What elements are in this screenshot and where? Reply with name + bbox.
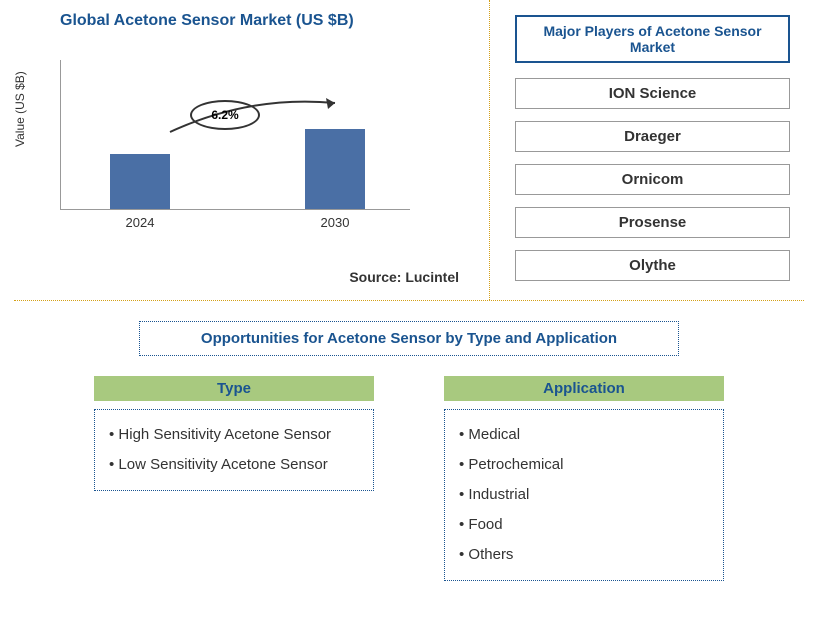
players-title: Major Players of Acetone Sensor Market (515, 15, 790, 63)
opportunity-list-item: Low Sensitivity Acetone Sensor (109, 450, 359, 480)
bar-chart: Value (US $B) 2024 2030 6.2% (40, 60, 470, 240)
opportunity-list-item: Medical (459, 420, 709, 450)
bar-2030 (305, 129, 365, 209)
bar-label-2024: 2024 (110, 215, 170, 230)
opportunity-column: Type High Sensitivity Acetone SensorLow S… (94, 376, 374, 581)
growth-rate-value: 6.2% (211, 108, 238, 122)
opportunity-list: High Sensitivity Acetone SensorLow Sensi… (94, 409, 374, 491)
players-list: ION Science Draeger Ornicom Prosense Olythe (515, 78, 790, 281)
opportunities-section: Opportunities for Acetone Sensor by Type… (0, 301, 818, 601)
opportunities-title: Opportunities for Acetone Sensor by Type… (139, 321, 679, 356)
player-item: Draeger (515, 121, 790, 152)
opportunity-list-item: Food (459, 510, 709, 540)
opportunity-list-item: Petrochemical (459, 450, 709, 480)
opportunity-list-item: High Sensitivity Acetone Sensor (109, 420, 359, 450)
player-item: Ornicom (515, 164, 790, 195)
x-axis (60, 209, 410, 210)
opportunity-header: Type (94, 376, 374, 401)
infographic-container: Global Acetone Sensor Market (US $B) Val… (0, 0, 818, 617)
source-text: Source: Lucintel (349, 269, 459, 285)
player-item: ION Science (515, 78, 790, 109)
chart-title: Global Acetone Sensor Market (US $B) (0, 0, 489, 30)
top-row: Global Acetone Sensor Market (US $B) Val… (0, 0, 818, 300)
chart-panel: Global Acetone Sensor Market (US $B) Val… (0, 0, 490, 300)
player-item: Olythe (515, 250, 790, 281)
bar-2024 (110, 154, 170, 209)
opportunity-column: Application MedicalPetrochemicalIndustria… (444, 376, 724, 581)
y-axis-label: Value (US $B) (13, 71, 27, 147)
bar-label-2030: 2030 (305, 215, 365, 230)
players-panel: Major Players of Acetone Sensor Market I… (490, 0, 810, 300)
opportunity-list-item: Industrial (459, 480, 709, 510)
opportunities-columns: Type High Sensitivity Acetone SensorLow S… (35, 376, 783, 581)
player-item: Prosense (515, 207, 790, 238)
growth-rate-badge: 6.2% (190, 100, 260, 130)
y-axis (60, 60, 61, 210)
opportunity-list: MedicalPetrochemicalIndustrialFoodOthers (444, 409, 724, 581)
opportunity-header: Application (444, 376, 724, 401)
opportunity-list-item: Others (459, 540, 709, 570)
